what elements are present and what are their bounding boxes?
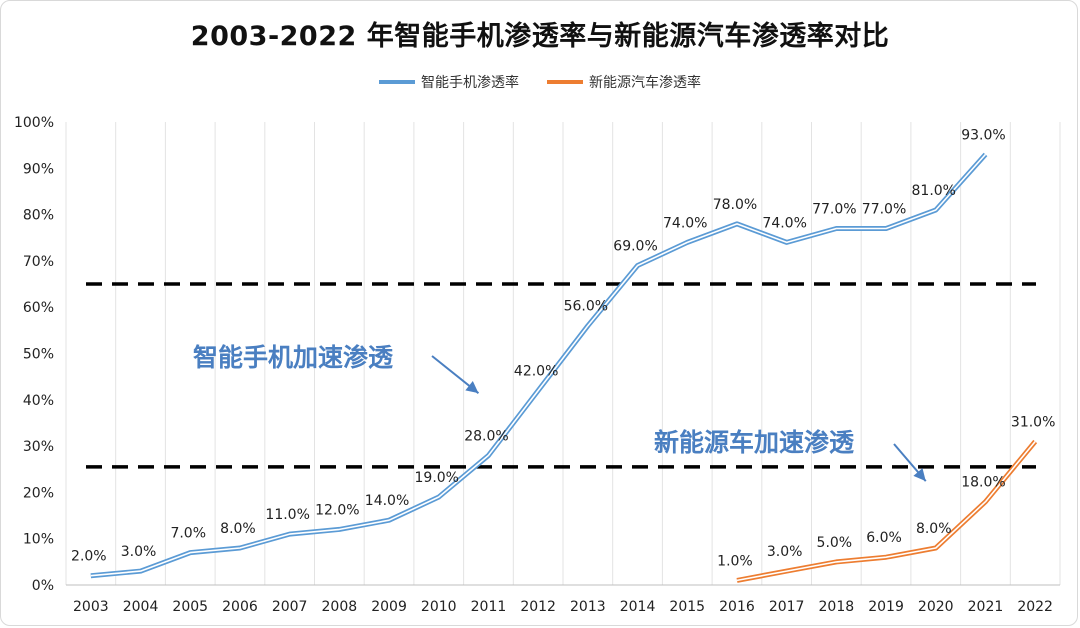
x-tick-label: 2018 — [819, 599, 855, 615]
x-tick-label: 2007 — [272, 599, 308, 615]
x-tick-label: 2021 — [968, 599, 1004, 615]
data-label: 3.0% — [121, 544, 157, 560]
data-label: 28.0% — [464, 428, 508, 444]
y-tick-label: 60% — [23, 300, 54, 316]
x-tick-label: 2005 — [172, 599, 208, 615]
x-tick-label: 2014 — [620, 599, 656, 615]
legend: 智能手机渗透率 新能源汽车渗透率 — [0, 72, 1080, 92]
legend-label-nev: 新能源汽车渗透率 — [589, 75, 701, 91]
data-label: 3.0% — [767, 544, 803, 560]
x-tick-label: 2013 — [570, 599, 606, 615]
annotation-arrowhead — [913, 468, 926, 482]
x-tick-label: 2017 — [769, 599, 805, 615]
y-tick-label: 20% — [23, 485, 54, 501]
y-tick-label: 90% — [23, 161, 54, 177]
data-label: 77.0% — [812, 201, 856, 217]
y-tick-label: 0% — [32, 578, 54, 594]
x-tick-label: 2003 — [73, 599, 109, 615]
annotation-arrowhead — [465, 380, 479, 394]
x-tick-label: 2015 — [669, 599, 705, 615]
x-tick-label: 2019 — [868, 599, 904, 615]
x-tick-label: 2016 — [719, 599, 755, 615]
x-tick-label: 2009 — [371, 599, 407, 615]
annotation-text: 智能手机加速渗透 — [193, 343, 394, 372]
y-tick-label: 80% — [23, 208, 54, 224]
data-label: 7.0% — [170, 526, 206, 542]
y-tick-label: 70% — [23, 254, 54, 270]
y-tick-label: 10% — [23, 532, 54, 548]
data-label: 1.0% — [717, 553, 753, 569]
legend-item-nev: 新能源汽车渗透率 — [547, 72, 701, 92]
legend-item-smartphone: 智能手机渗透率 — [379, 72, 519, 92]
data-label: 8.0% — [916, 521, 952, 537]
x-tick-label: 2012 — [520, 599, 556, 615]
data-label: 11.0% — [265, 507, 309, 523]
x-tick-label: 2006 — [222, 599, 258, 615]
data-label: 77.0% — [862, 201, 906, 217]
x-tick-label: 2020 — [918, 599, 954, 615]
data-label: 31.0% — [1011, 414, 1055, 430]
data-label: 93.0% — [961, 127, 1005, 143]
data-label: 42.0% — [514, 364, 558, 380]
legend-label-smartphone: 智能手机渗透率 — [421, 75, 519, 91]
x-tick-label: 2010 — [421, 599, 457, 615]
y-tick-label: 100% — [14, 115, 54, 131]
data-label: 74.0% — [762, 215, 806, 231]
data-label: 6.0% — [866, 530, 902, 546]
x-tick-label: 2011 — [471, 599, 507, 615]
data-label: 81.0% — [912, 183, 956, 199]
x-tick-label: 2022 — [1017, 599, 1053, 615]
y-tick-label: 40% — [23, 393, 54, 409]
data-label: 2.0% — [71, 549, 107, 565]
data-label: 19.0% — [415, 470, 459, 486]
annotation-text: 新能源车加速渗透 — [654, 428, 855, 457]
data-label: 18.0% — [961, 475, 1005, 491]
legend-swatch-nev — [547, 80, 583, 84]
x-tick-label: 2004 — [123, 599, 159, 615]
chart-title: 2003-2022 年智能手机渗透率与新能源汽车渗透率对比 — [190, 21, 890, 52]
data-label: 12.0% — [315, 502, 359, 518]
x-tick-label: 2008 — [322, 599, 358, 615]
data-label: 78.0% — [713, 197, 757, 213]
y-tick-label: 30% — [23, 439, 54, 455]
data-label: 8.0% — [220, 521, 256, 537]
legend-swatch-smartphone — [379, 80, 415, 84]
data-label: 5.0% — [817, 535, 853, 551]
data-label: 69.0% — [613, 239, 657, 255]
data-label: 56.0% — [564, 299, 608, 315]
data-label: 74.0% — [663, 215, 707, 231]
y-tick-label: 50% — [23, 347, 54, 363]
data-label: 14.0% — [365, 493, 409, 509]
